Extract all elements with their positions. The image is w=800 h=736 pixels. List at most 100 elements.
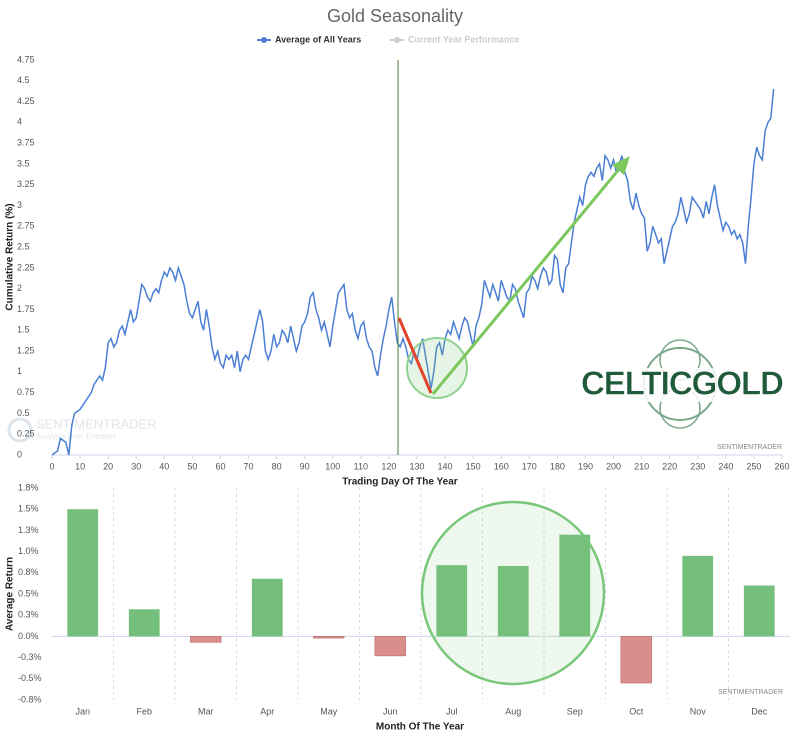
- x-tick-label: 170: [522, 461, 537, 471]
- bar: [190, 636, 222, 643]
- logo-text: CELTICGOLD: [581, 365, 783, 402]
- y-tick-label: 0.25: [17, 429, 35, 439]
- x-tick-label: 60: [215, 461, 225, 471]
- y-tick-label: 2.25: [17, 262, 35, 272]
- x-tick-label: Dec: [751, 706, 768, 716]
- bar: [374, 636, 406, 657]
- annotation-arrowhead: [612, 156, 630, 175]
- x-tick-label: 10: [75, 461, 85, 471]
- y-tick-label: 2.5: [17, 241, 30, 251]
- y-tick-label: 2: [17, 283, 22, 293]
- x-tick-label: 40: [159, 461, 169, 471]
- x-tick-label: 220: [662, 461, 677, 471]
- bar: [313, 636, 345, 639]
- y-tick-label: 3.75: [17, 138, 35, 148]
- watermark: SENTIMENTRADER: [36, 416, 157, 431]
- x-tick-label: 110: [354, 461, 368, 471]
- y-tick-label: 2.75: [17, 221, 35, 231]
- bar: [67, 509, 99, 637]
- legend-label[interactable]: Current Year Performance: [408, 34, 519, 44]
- bar: [128, 609, 160, 637]
- x-tick-label: Jan: [75, 706, 90, 716]
- bar: [743, 585, 775, 637]
- x-tick-label: 130: [409, 461, 424, 471]
- x-tick-label: 200: [606, 461, 621, 471]
- y-tick-label: 0.3%: [18, 610, 39, 620]
- y-tick-label: 1.8%: [18, 482, 39, 492]
- y-tick-label: 1.0%: [18, 546, 39, 556]
- x-tick-label: 100: [325, 461, 340, 471]
- x-tick-label: Jul: [446, 706, 458, 716]
- x-tick-label: 120: [381, 461, 396, 471]
- y-tick-label: 3: [17, 200, 22, 210]
- x-axis-title: Trading Day Of The Year: [342, 477, 458, 488]
- x-tick-label: May: [320, 706, 338, 716]
- y-tick-label: -0.5%: [18, 673, 42, 683]
- bar: [682, 555, 714, 637]
- bar: [497, 566, 529, 637]
- x-tick-label: Jun: [383, 706, 398, 716]
- y-tick-label: 4.75: [17, 54, 35, 64]
- y-tick-label: 4: [17, 117, 22, 127]
- y-tick-label: 0.5: [17, 408, 30, 418]
- x-tick-label: Oct: [629, 706, 644, 716]
- watermark: SENTIMENTRADER: [718, 689, 783, 696]
- y-tick-label: 1.25: [17, 345, 35, 355]
- y-tick-label: 3.5: [17, 158, 30, 168]
- y-tick-label: 4.25: [17, 96, 35, 106]
- y-tick-label: -0.3%: [18, 652, 42, 662]
- y-tick-label: 0.8%: [18, 567, 39, 577]
- annotation-arrow: [431, 167, 622, 395]
- x-tick-label: 210: [634, 461, 649, 471]
- x-tick-label: 50: [187, 461, 197, 471]
- bar: [251, 578, 283, 637]
- x-tick-label: 70: [244, 461, 254, 471]
- x-tick-label: 260: [774, 461, 789, 471]
- x-tick-label: 80: [272, 461, 282, 471]
- watermark: SENTIMENTRADER: [717, 444, 782, 451]
- watermark-icon: [7, 417, 33, 443]
- x-tick-label: 160: [494, 461, 509, 471]
- x-tick-label: 150: [466, 461, 481, 471]
- chart-title: Gold Seasonality: [327, 6, 463, 26]
- x-tick-label: 250: [746, 461, 761, 471]
- legend-swatch: [261, 37, 267, 43]
- x-tick-label: 180: [550, 461, 565, 471]
- x-tick-label: 140: [438, 461, 453, 471]
- x-tick-label: Sep: [567, 706, 583, 716]
- y-tick-label: 0.5%: [18, 588, 39, 598]
- bar: [559, 534, 591, 637]
- y-tick-label: 1: [17, 366, 22, 376]
- x-tick-label: 90: [300, 461, 310, 471]
- watermark: Analysis over Emotion: [36, 432, 115, 441]
- bar: [436, 565, 468, 637]
- legend-label[interactable]: Average of All Years: [275, 34, 361, 44]
- annotation-arrow: [397, 317, 433, 394]
- annotation-circle: [406, 337, 468, 399]
- logo: CELTICGOLD: [574, 339, 790, 429]
- y-tick-label: 1.5%: [18, 504, 39, 514]
- y-tick-label: 1.5: [17, 325, 30, 335]
- y-tick-label: -0.8%: [18, 694, 42, 704]
- y-axis-title: Cumulative Return (%): [5, 203, 16, 310]
- y-tick-label: 0: [17, 449, 22, 459]
- x-tick-label: Feb: [136, 706, 152, 716]
- legend-swatch: [394, 37, 400, 43]
- x-tick-label: Nov: [690, 706, 707, 716]
- x-tick-label: 30: [131, 461, 141, 471]
- x-tick-label: 0: [49, 461, 54, 471]
- y-tick-label: 0.0%: [18, 631, 39, 641]
- y-tick-label: 1.3%: [18, 525, 39, 535]
- annotation-circle: [420, 500, 606, 686]
- x-tick-label: 20: [103, 461, 113, 471]
- x-axis-title: Month Of The Year: [376, 722, 464, 733]
- y-tick-label: 4.5: [17, 75, 30, 85]
- y-tick-label: 1.75: [17, 304, 35, 314]
- x-tick-label: Aug: [505, 706, 521, 716]
- x-tick-label: 240: [718, 461, 733, 471]
- y-tick-label: 0.75: [17, 387, 35, 397]
- x-tick-label: 230: [690, 461, 705, 471]
- bar: [620, 636, 652, 684]
- y-axis-title: Average Return: [5, 557, 16, 631]
